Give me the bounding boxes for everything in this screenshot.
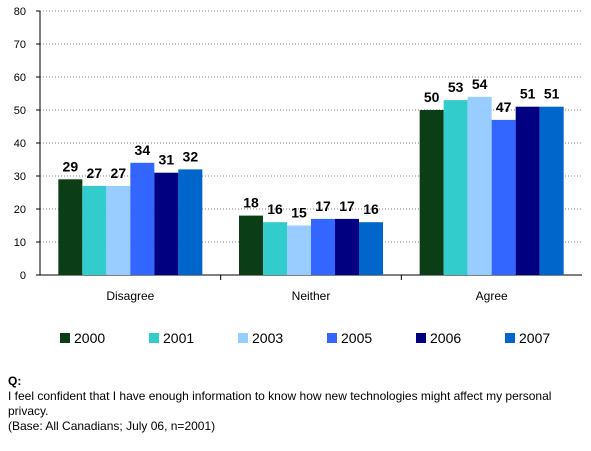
data-label: 50 xyxy=(424,89,440,105)
data-label: 16 xyxy=(267,201,283,217)
legend-label: 2001 xyxy=(163,330,194,346)
y-tick-label: 70 xyxy=(14,39,26,51)
bar xyxy=(467,96,492,275)
category-label: Disagree xyxy=(106,289,154,303)
data-label: 34 xyxy=(135,142,151,158)
data-label: 51 xyxy=(544,86,560,102)
category-label: Neither xyxy=(292,289,331,303)
legend-swatch xyxy=(416,333,426,343)
data-label: 53 xyxy=(448,79,464,95)
base-note: (Base: All Canadians; July 06, n=2001) xyxy=(8,419,216,433)
data-label: 31 xyxy=(159,152,175,168)
legend-swatch xyxy=(327,333,337,343)
bar xyxy=(335,218,359,275)
bar xyxy=(359,222,383,275)
legend-label: 2000 xyxy=(74,330,105,346)
chart-svg: 0 10 20 30 40 50 60 70 80 29 27 27 34 31 32 Disagree 18 1… xyxy=(14,6,582,346)
legend-swatch xyxy=(238,333,248,343)
data-label: 16 xyxy=(363,201,379,217)
data-label: 47 xyxy=(496,99,512,115)
data-label: 18 xyxy=(243,195,259,211)
legend-swatch xyxy=(505,333,515,343)
bar xyxy=(178,169,203,275)
y-tick-label: 60 xyxy=(14,72,26,84)
y-tick-label: 40 xyxy=(14,138,26,150)
legend-label: 2003 xyxy=(252,330,283,346)
data-label: 15 xyxy=(291,205,307,221)
data-label: 27 xyxy=(111,165,127,181)
question-text: I feel confident that I have enough info… xyxy=(8,389,552,418)
bar xyxy=(130,162,155,275)
data-label: 54 xyxy=(472,76,488,92)
bar xyxy=(443,100,468,275)
legend-label: 2007 xyxy=(519,330,550,346)
data-label: 27 xyxy=(87,165,103,181)
data-label: 17 xyxy=(339,198,355,214)
data-label: 51 xyxy=(520,86,536,102)
bar xyxy=(154,172,179,275)
bar-chart: 0 10 20 30 40 50 60 70 80 29 27 27 34 31 32 Disagree 18 1… xyxy=(14,6,582,346)
bar xyxy=(82,185,107,275)
legend-swatch xyxy=(60,333,70,343)
data-label: 17 xyxy=(315,198,331,214)
y-tick-label: 10 xyxy=(14,237,26,249)
y-tick-label: 0 xyxy=(20,270,26,282)
data-label: 29 xyxy=(63,158,79,174)
bar xyxy=(311,218,335,275)
legend-label: 2006 xyxy=(430,330,461,346)
bar xyxy=(263,222,287,275)
category-label: Agree xyxy=(476,289,508,303)
bar xyxy=(58,179,83,275)
bar xyxy=(106,185,131,275)
question-label: Q: xyxy=(8,374,22,388)
bar xyxy=(491,119,516,276)
bar xyxy=(419,110,444,275)
data-label: 32 xyxy=(183,148,199,164)
bar xyxy=(239,215,263,275)
bar xyxy=(539,106,564,275)
y-tick-label: 20 xyxy=(14,204,26,216)
footnote: Q: I feel confident that I have enough i… xyxy=(8,374,588,434)
bar xyxy=(515,106,540,275)
y-tick-label: 80 xyxy=(14,6,26,18)
legend-swatch xyxy=(149,333,159,343)
y-tick-label: 50 xyxy=(14,105,26,117)
bar xyxy=(287,225,311,275)
y-tick-label: 30 xyxy=(14,171,26,183)
legend-label: 2005 xyxy=(341,330,372,346)
